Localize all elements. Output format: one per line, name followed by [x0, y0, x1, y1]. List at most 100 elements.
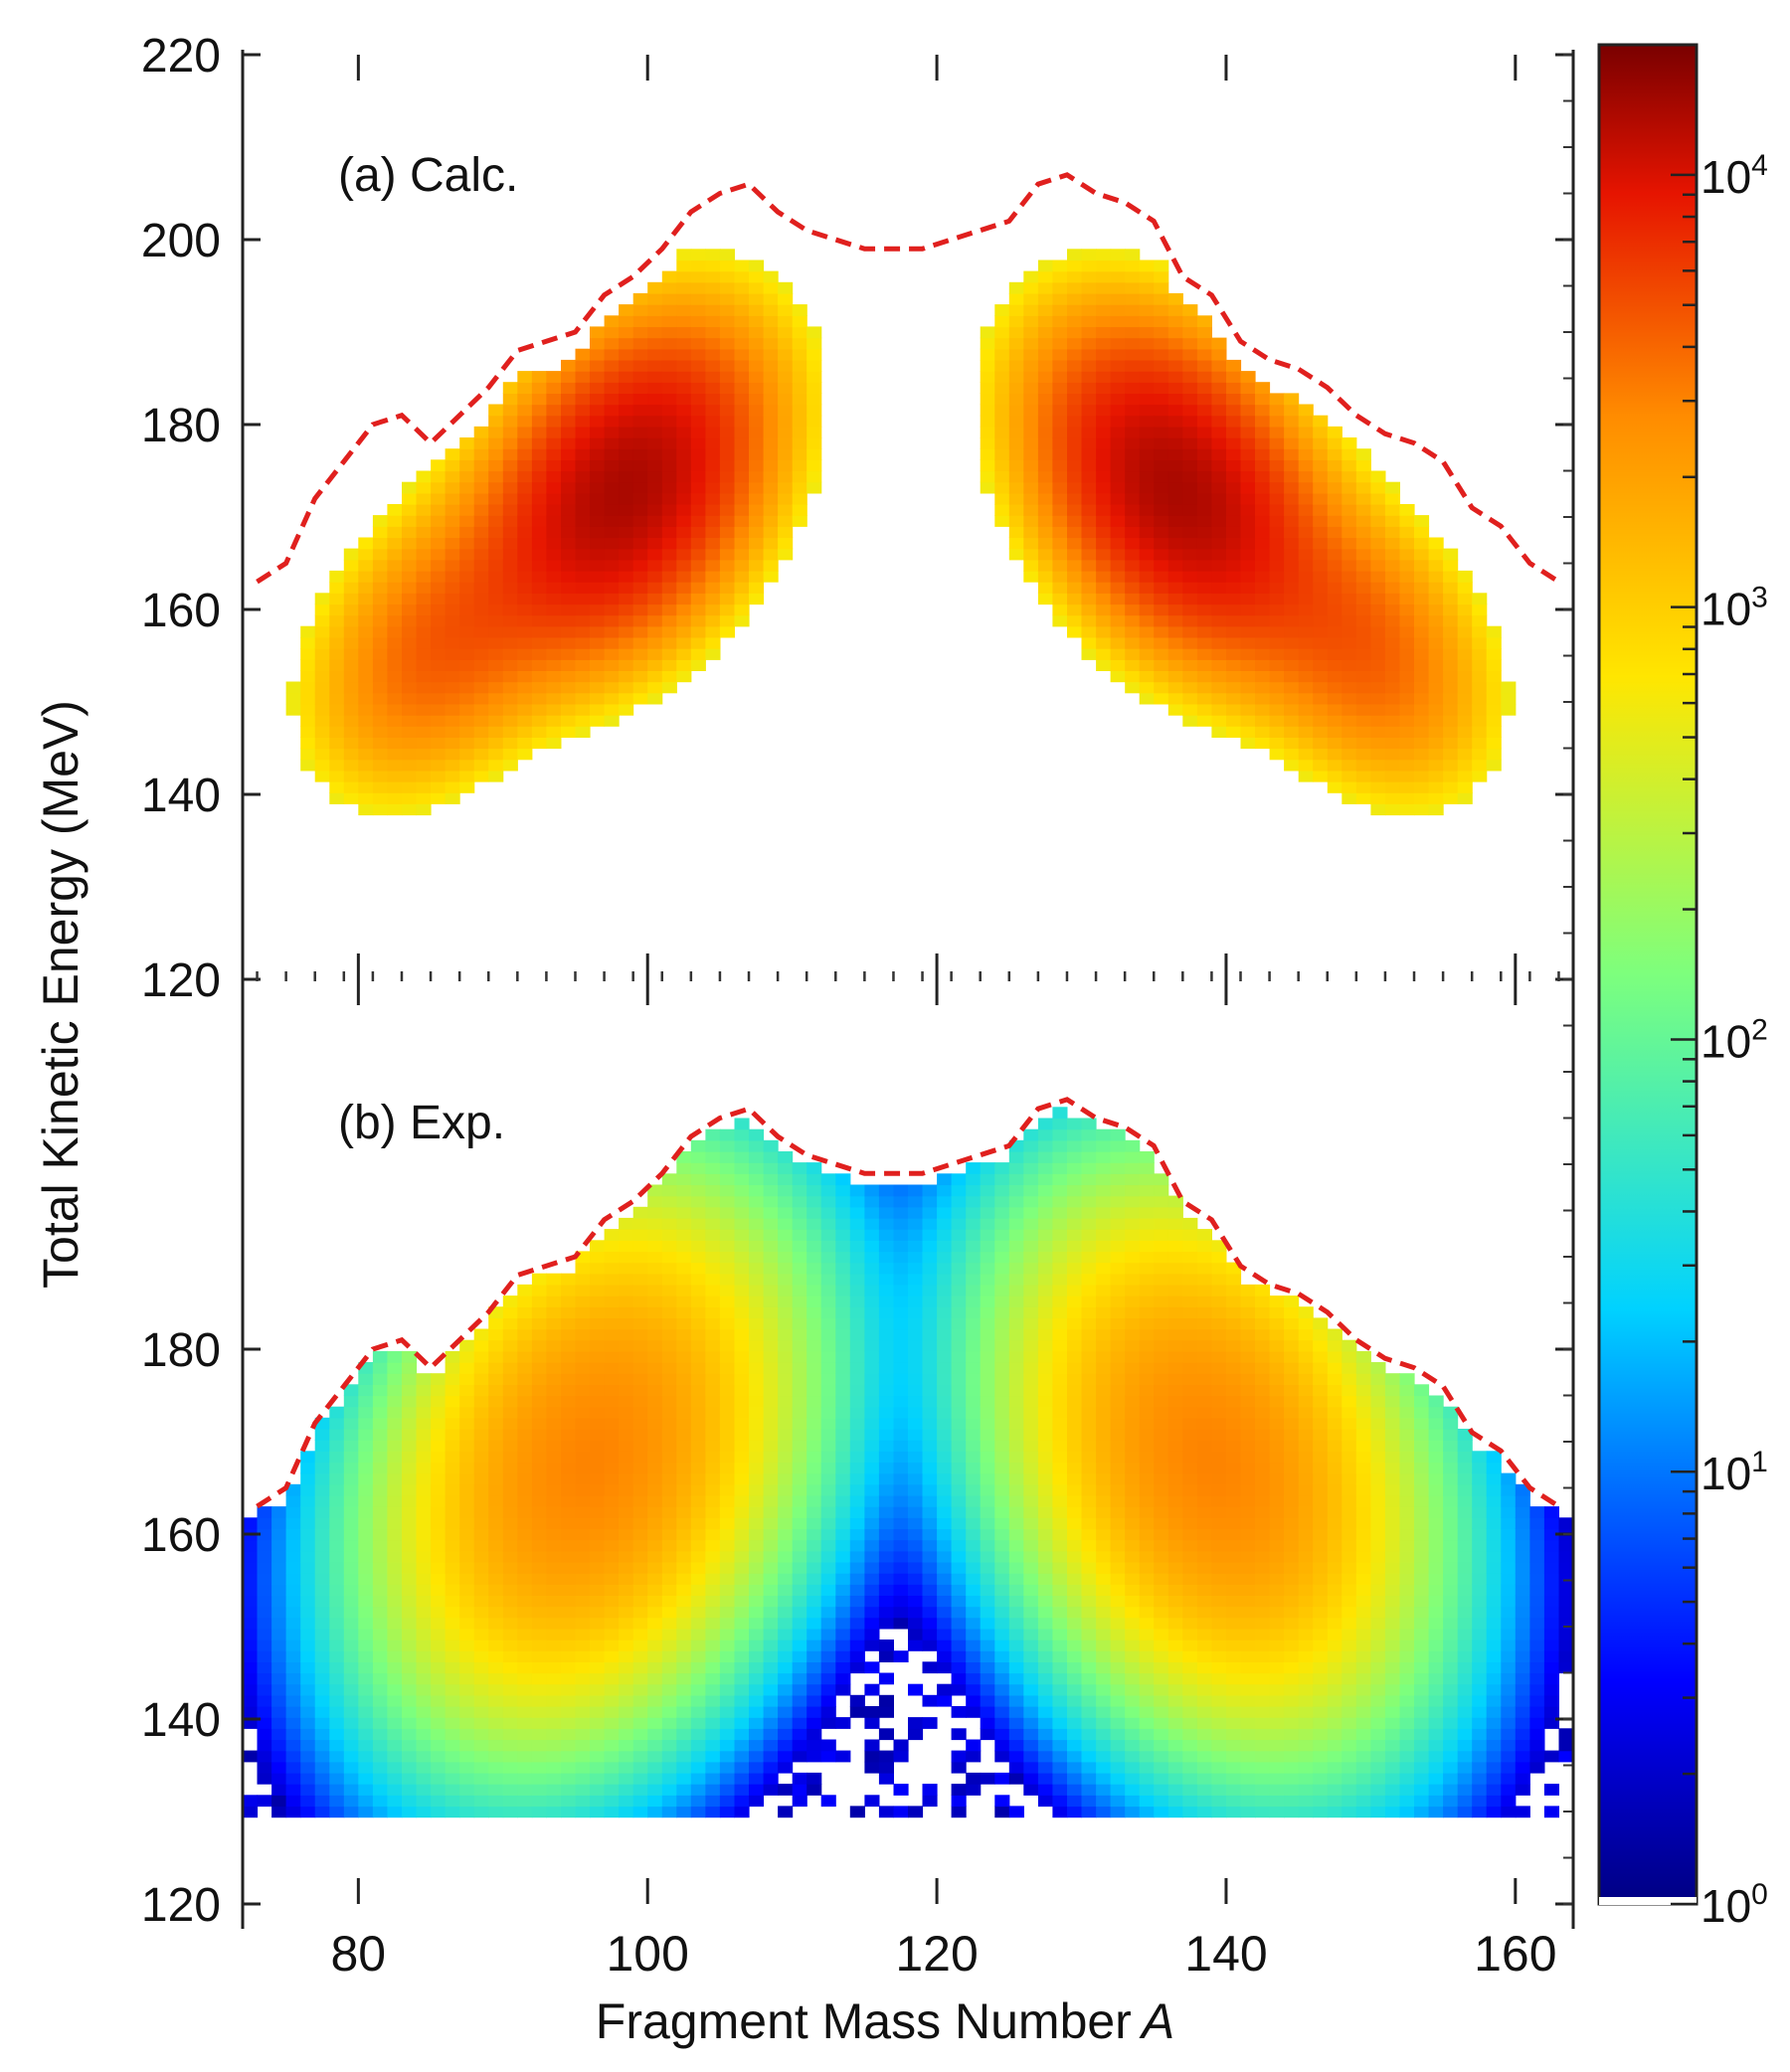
heatmap-cell	[1399, 726, 1415, 738]
heatmap-cell	[951, 1706, 967, 1718]
heatmap-cell	[1472, 681, 1488, 694]
heatmap-cell	[546, 1573, 562, 1585]
heatmap-cell	[1269, 737, 1285, 750]
heatmap-cell	[531, 1350, 547, 1363]
heatmap-cell	[619, 1417, 634, 1430]
heatmap-cell	[806, 1640, 822, 1651]
heatmap-cell	[763, 393, 779, 406]
heatmap-cell	[502, 1384, 518, 1397]
heatmap-cell	[878, 1728, 894, 1741]
heatmap-cell	[531, 692, 547, 705]
heatmap-cell	[1125, 559, 1141, 572]
heatmap-cell	[531, 1483, 547, 1496]
heatmap-cell	[314, 1550, 330, 1563]
heatmap-cell	[459, 1528, 475, 1541]
heatmap-cell	[372, 1528, 388, 1541]
heatmap-cell	[763, 1761, 779, 1774]
heatmap-cell	[1240, 681, 1256, 694]
heatmap-cell	[980, 1240, 995, 1253]
heatmap-cell	[647, 1206, 663, 1219]
heatmap-cell	[778, 504, 794, 516]
heatmap-cell	[1008, 1429, 1024, 1441]
heatmap-cell	[1096, 281, 1112, 294]
heatmap-cell	[314, 1661, 330, 1674]
heatmap-cell	[966, 1462, 982, 1474]
heatmap-cell	[314, 737, 330, 750]
heatmap-cell	[1196, 470, 1212, 483]
heatmap-cell	[517, 648, 533, 660]
heatmap-cell	[1023, 504, 1039, 516]
heatmap-cell	[1284, 481, 1300, 494]
heatmap-cell	[749, 1162, 765, 1174]
heatmap-cell	[1399, 659, 1415, 671]
heatmap-cell	[1327, 604, 1342, 616]
heatmap-cell	[473, 681, 489, 694]
heatmap-cell	[604, 481, 620, 494]
heatmap-cell	[372, 1761, 388, 1774]
heatmap-cell	[590, 1628, 606, 1640]
heatmap-cell	[372, 781, 388, 793]
heatmap-cell	[792, 1661, 807, 1674]
heatmap-cell	[749, 348, 765, 361]
heatmap-cell	[661, 1606, 677, 1619]
heatmap-cell	[1023, 1550, 1039, 1563]
heatmap-cell	[734, 326, 750, 339]
heatmap-cell	[372, 803, 388, 816]
heatmap-cell	[1313, 670, 1329, 683]
heatmap-cell	[749, 1206, 765, 1219]
heatmap-cell	[647, 1640, 663, 1651]
heatmap-cell	[1414, 770, 1430, 782]
heatmap-cell	[632, 1561, 648, 1574]
heatmap-cell	[502, 1517, 518, 1530]
heatmap-cell	[647, 1451, 663, 1464]
heatmap-cell	[676, 281, 692, 294]
heatmap-cell	[951, 1295, 967, 1307]
heatmap-cell	[647, 1761, 663, 1774]
heatmap-cell	[387, 770, 403, 782]
heatmap-cell	[719, 1173, 735, 1186]
heatmap-cell	[445, 1595, 460, 1608]
heatmap-cell	[416, 1694, 432, 1707]
heatmap-cell	[387, 681, 403, 694]
heatmap-cell	[676, 348, 692, 361]
heatmap-cell	[1255, 614, 1271, 627]
heatmap-cell	[778, 426, 794, 438]
heatmap-cell	[1067, 292, 1083, 305]
heatmap-cell	[343, 1451, 359, 1464]
heatmap-cell	[820, 1739, 836, 1752]
heatmap-cell	[329, 1750, 345, 1763]
heatmap-cell	[980, 1339, 995, 1352]
heatmap-cell	[358, 1462, 374, 1474]
heatmap-cell	[1226, 515, 1242, 527]
heatmap-cell	[531, 1683, 547, 1696]
heatmap-cell	[820, 1362, 836, 1374]
heatmap-cell	[1154, 281, 1169, 294]
heatmap-cell	[994, 1717, 1010, 1729]
heatmap-cell	[590, 648, 606, 660]
heatmap-cell	[835, 1617, 851, 1630]
heatmap-cell	[314, 1683, 330, 1696]
heatmap-cell	[778, 1717, 794, 1729]
heatmap-cell	[1154, 437, 1169, 449]
heatmap-cell	[1125, 359, 1141, 372]
heatmap-cell	[488, 1395, 504, 1408]
heatmap-cell	[257, 1672, 272, 1685]
heatmap-cell	[619, 1506, 634, 1518]
heatmap-cell	[792, 1517, 807, 1530]
heatmap-cell	[604, 1728, 620, 1741]
heatmap-cell	[734, 526, 750, 539]
heatmap-cell	[1037, 437, 1053, 449]
heatmap-cell	[734, 1795, 750, 1808]
heatmap-cell	[1052, 559, 1068, 572]
heatmap-cell	[1023, 337, 1039, 350]
heatmap-cell	[416, 1539, 432, 1552]
heatmap-cell	[690, 1317, 706, 1330]
heatmap-cell	[402, 1750, 418, 1763]
heatmap-cell	[517, 692, 533, 705]
heatmap-cell	[590, 1494, 606, 1507]
heatmap-cell	[1008, 1284, 1024, 1296]
heatmap-cell	[619, 448, 634, 460]
heatmap-cell	[690, 249, 706, 261]
heatmap-cell	[1327, 636, 1342, 649]
heatmap-cell	[1428, 748, 1444, 761]
